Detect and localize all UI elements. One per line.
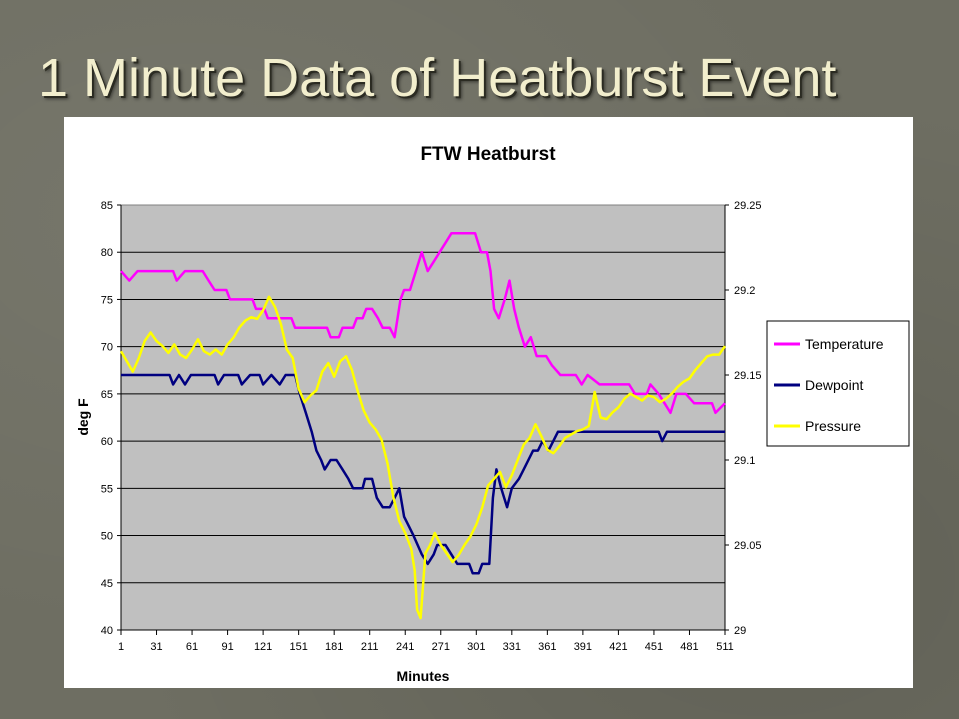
y2-tick-label-29.05: 29.05 bbox=[734, 540, 762, 552]
chart-frame: FTW Heatburst 40 45 50 55 60 65 70 75 80 85 29 29.0… bbox=[64, 117, 913, 688]
x-tick-label-511: 511 bbox=[716, 641, 734, 653]
legend-label-pressure: Pressure bbox=[805, 418, 861, 434]
axes: 40 45 50 55 60 65 70 75 80 85 29 29.05 29.1 29.15 29.2… bbox=[101, 200, 762, 653]
y2-tick-label-29.25: 29.25 bbox=[734, 200, 762, 212]
series-line-dewpoint bbox=[121, 373, 725, 575]
y-tick-label-85: 85 bbox=[101, 200, 113, 212]
x-tick-label-481: 481 bbox=[680, 641, 698, 653]
plot-area bbox=[120, 204, 726, 631]
y-tick-label-40: 40 bbox=[101, 625, 113, 637]
x-tick-label-61: 61 bbox=[186, 641, 198, 653]
y2-tick-label-29.15: 29.15 bbox=[734, 370, 762, 382]
x-tick-label-331: 331 bbox=[503, 641, 521, 653]
x-tick-label-1: 1 bbox=[118, 641, 124, 653]
gridlines bbox=[121, 251, 725, 584]
x-tick-label-121: 121 bbox=[254, 641, 272, 653]
x-tick-label-271: 271 bbox=[432, 641, 450, 653]
x-tick-label-151: 151 bbox=[289, 641, 307, 653]
x-tick-label-241: 241 bbox=[396, 641, 414, 653]
y2-tick-label-29: 29 bbox=[734, 625, 746, 637]
y-tick-label-70: 70 bbox=[101, 342, 113, 354]
chart-title: FTW Heatburst bbox=[420, 144, 556, 165]
y-tick-label-75: 75 bbox=[101, 294, 113, 306]
y-tick-label-60: 60 bbox=[101, 436, 113, 448]
legend-label-dewpoint: Dewpoint bbox=[805, 377, 863, 393]
x-axis-label: Minutes bbox=[397, 668, 450, 684]
y2-tick-label-29.1: 29.1 bbox=[734, 455, 755, 467]
series-layer bbox=[119, 232, 727, 620]
y2-tick-label-29.2: 29.2 bbox=[734, 285, 755, 297]
slide-title: 1 Minute Data of Heatburst Event bbox=[38, 48, 837, 108]
x-tick-label-451: 451 bbox=[645, 641, 663, 653]
x-tick-label-31: 31 bbox=[150, 641, 162, 653]
y-tick-label-55: 55 bbox=[101, 483, 113, 495]
x-tick-label-91: 91 bbox=[221, 641, 233, 653]
y-axis-label: deg F bbox=[75, 398, 91, 436]
x-tick-label-181: 181 bbox=[325, 641, 343, 653]
legend-label-temperature: Temperature bbox=[805, 336, 884, 352]
x-tick-label-361: 361 bbox=[538, 641, 556, 653]
y-tick-label-50: 50 bbox=[101, 531, 113, 543]
y-tick-label-65: 65 bbox=[101, 389, 113, 401]
x-tick-label-421: 421 bbox=[609, 641, 627, 653]
series-line-temperature bbox=[120, 232, 726, 415]
legend: Temperature Dewpoint Pressure bbox=[766, 320, 910, 447]
y-tick-label-45: 45 bbox=[101, 578, 113, 590]
x-tick-label-391: 391 bbox=[574, 641, 592, 653]
x-tick-label-211: 211 bbox=[361, 641, 379, 653]
x-tick-label-301: 301 bbox=[467, 641, 485, 653]
series-line-pressure bbox=[119, 295, 727, 620]
y-tick-label-80: 80 bbox=[101, 247, 113, 259]
chart-canvas: FTW Heatburst 40 45 50 55 60 65 70 75 80 85 29 29.0… bbox=[75, 144, 910, 684]
